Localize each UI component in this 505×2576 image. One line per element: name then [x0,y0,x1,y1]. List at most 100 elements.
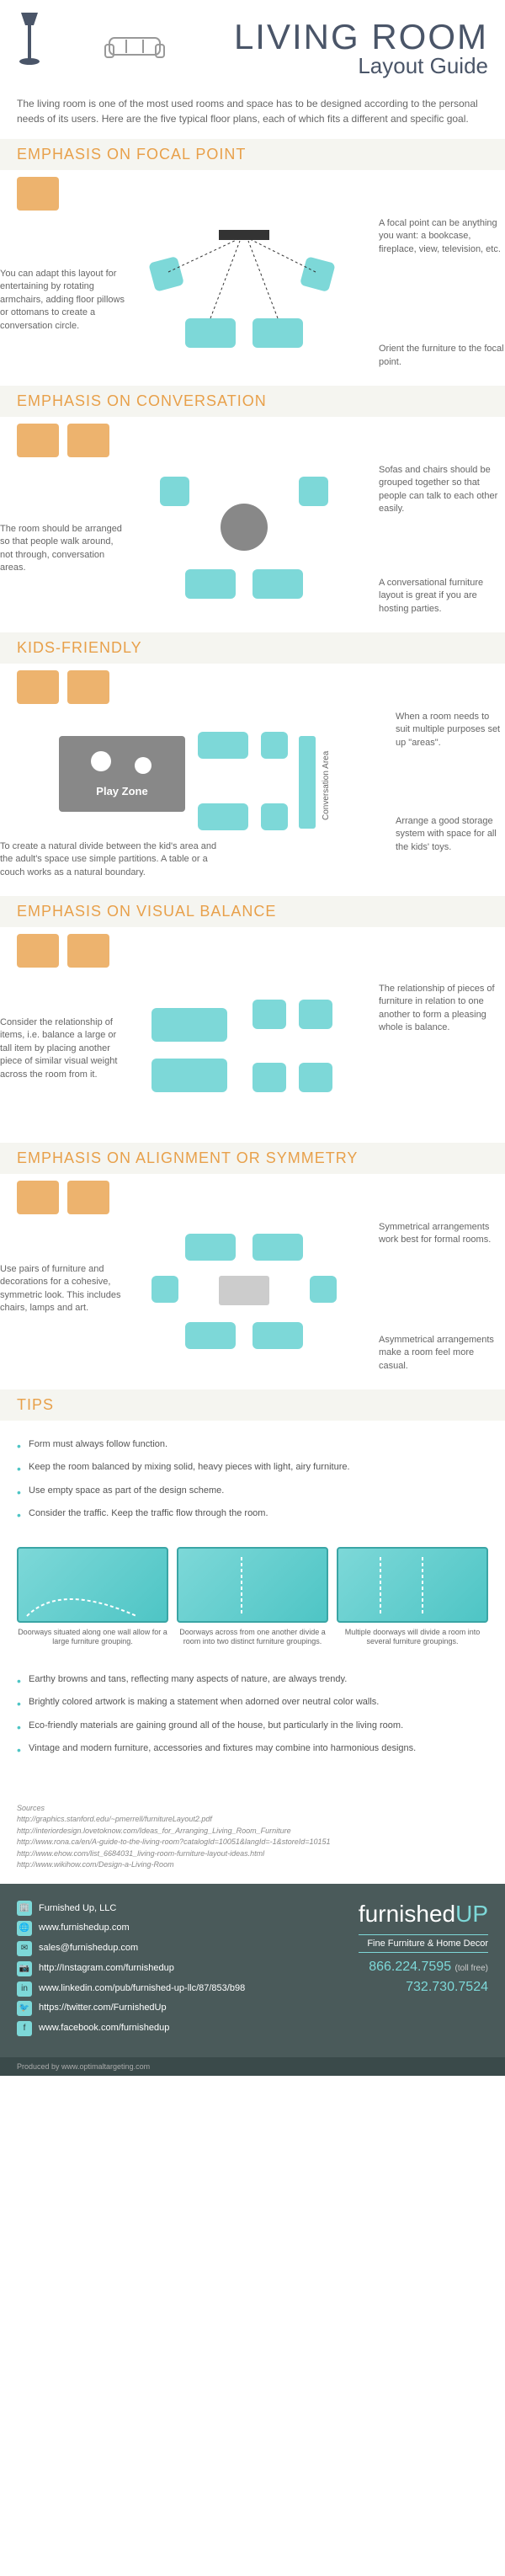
footer-brand: furnishedUP Fine Furniture & Home Decor … [359,1901,488,2041]
section-conversation: EMPHASIS ON CONVERSATION Sofas and chair… [0,386,505,616]
contact-row: fwww.facebook.com/furnishedup [17,2020,245,2037]
callout: The room should be arranged so that peop… [0,523,126,575]
section-title: EMPHASIS ON FOCAL POINT [0,139,505,170]
couch-icon [101,29,168,67]
callout: A conversational furniture layout is gre… [379,577,505,616]
silhouette-icon [17,177,59,211]
conv-area-label: Conversation Area [322,750,331,820]
icon-row [0,927,505,974]
section-kids: KIDS-FRIENDLY When a room needs to suit … [0,632,505,879]
section-title: KIDS-FRIENDLY [0,632,505,664]
tips-diagram: Doorways situated along one wall allow f… [17,1547,168,1647]
section-focal-point: EMPHASIS ON FOCAL POINT A focal point ca… [0,139,505,369]
layout-diagram [135,226,354,360]
section-tips: TIPS Form must always follow function. K… [0,1389,505,1773]
footer-phone1: 866.224.7595 (toll free) [359,1960,488,1975]
play-zone-label: Play Zone [96,785,147,797]
instagram-icon: 📷 [17,1961,32,1976]
section-body: Symmetrical arrangements work best for f… [0,1221,505,1373]
tips-diagram: Multiple doorways will divide a room int… [337,1547,488,1647]
source-link: http://www.rona.ca/en/A-guide-to-the-liv… [17,1837,488,1848]
section-title: EMPHASIS ON CONVERSATION [0,386,505,417]
callout: Asymmetrical arrangements make a room fe… [379,1334,505,1373]
diagram-caption: Doorways situated along one wall allow f… [17,1628,168,1647]
silhouette-icon [17,934,59,968]
layout-diagram [135,468,354,611]
callout: When a room needs to suit multiple purpo… [396,711,505,749]
tips-list-bottom: Earthy browns and tans, reflecting many … [0,1656,505,1773]
diagram-box [337,1547,488,1623]
source-link: http://www.ehow.com/list_6684031_living-… [17,1848,488,1860]
logo-prefix: furnished [359,1901,455,1927]
contact-text: http://Instagram.com/furnishedup [39,1960,174,1977]
tip-item: Eco-friendly materials are gaining groun… [17,1715,488,1737]
callout: A focal point can be anything you want: … [379,217,505,256]
section-title: TIPS [0,1389,505,1421]
contact-text: https://twitter.com/FurnishedUp [39,2000,167,2017]
section-title: EMPHASIS ON VISUAL BALANCE [0,896,505,927]
source-link: http://www.wikihow.com/Design-a-Living-R… [17,1859,488,1871]
callout: To create a natural divide between the k… [0,840,219,879]
lamp-icon [17,8,42,72]
email-icon: ✉ [17,1941,32,1956]
contact-text: Furnished Up, LLC [39,1901,116,1917]
tips-list-top: Form must always follow function. Keep t… [0,1421,505,1539]
contact-row: ✉ sales@furnishedup.com [17,1940,245,1957]
source-link: http://interiordesign.lovetoknow.com/Ide… [17,1826,488,1837]
callout: Arrange a good storage system with space… [396,815,505,854]
produced-by: Produced by www.optimaltargeting.com [0,2057,505,2076]
source-link: http://graphics.stanford.edu/~pmerrell/f… [17,1814,488,1826]
linkedin-icon: in [17,1981,32,1997]
intro-text: The living room is one of the most used … [0,88,505,139]
footer-tagline: Fine Furniture & Home Decor [359,1934,488,1953]
silhouette-icon [67,424,109,457]
diagram-box [17,1547,168,1623]
layout-diagram [135,1225,354,1360]
callout: Symmetrical arrangements work best for f… [379,1221,505,1247]
callout: The relationship of pieces of furniture … [379,983,505,1035]
icon-row [0,170,505,217]
section-body: Sofas and chairs should be grouped toget… [0,464,505,616]
section-body: When a room needs to suit multiple purpo… [0,711,505,879]
footer-logo: furnishedUP [359,1901,488,1928]
phone-note: (toll free) [455,1964,488,1973]
diagram-box [177,1547,328,1623]
silhouette-icon [67,934,109,968]
infographic-container: LIVING ROOM Layout Guide The living room… [0,0,505,2076]
silhouette-icon [17,424,59,457]
sources: Sources http://graphics.stanford.edu/~pm… [0,1790,505,1884]
layout-diagram: Play Zone Conversation Area [50,719,354,845]
icon-row [0,664,505,711]
page-title: LIVING ROOM [17,17,488,57]
silhouette-icon [67,670,109,704]
footer-contacts: 🏢Furnished Up, LLC 🌐www.furnishedup.com … [17,1901,245,2041]
contact-text: www.furnishedup.com [39,1920,130,1937]
tip-item: Form must always follow function. [17,1433,488,1456]
twitter-icon: 🐦 [17,2001,32,2016]
contact-row: 🏢 Furnished Up, LLC [17,1901,245,1917]
contact-row: 🐦 https://twitter.com/FurnishedUp [17,2000,245,2017]
header: LIVING ROOM Layout Guide [0,0,505,88]
section-body: The relationship of pieces of furniture … [0,974,505,1126]
tip-item: Keep the room balanced by mixing solid, … [17,1456,488,1479]
tip-item: Vintage and modern furniture, accessorie… [17,1737,488,1760]
web-icon: 🌐 [17,1921,32,1936]
tips-diagrams: Doorways situated along one wall allow f… [0,1539,505,1656]
contact-text: sales@furnishedup.com [39,1940,138,1957]
section-symmetry: EMPHASIS ON ALIGNMENT OR SYMMETRY Symmet… [0,1143,505,1373]
facebook-icon: f [17,2021,32,2036]
contact-row: in www.linkedin.com/pub/furnished-up-llc/… [17,1981,245,1997]
phone-number: 866.224.7595 [369,1960,451,1974]
icon-row [0,1174,505,1221]
silhouette-icon [17,670,59,704]
tip-item: Brightly colored artwork is making a sta… [17,1691,488,1714]
silhouette-icon [17,1181,59,1214]
silhouette-icon [67,1181,109,1214]
sources-label: Sources [17,1803,488,1815]
contact-row: 📷 http://Instagram.com/furnishedup [17,1960,245,1977]
contact-text: www.linkedin.com/pub/furnished-up-llc/87… [39,1981,245,1997]
layout-diagram [135,983,354,1109]
company-icon: 🏢 [17,1901,32,1916]
callout: Consider the relationship of items, i.e.… [0,1016,126,1081]
section-balance: EMPHASIS ON VISUAL BALANCE The relations… [0,896,505,1126]
